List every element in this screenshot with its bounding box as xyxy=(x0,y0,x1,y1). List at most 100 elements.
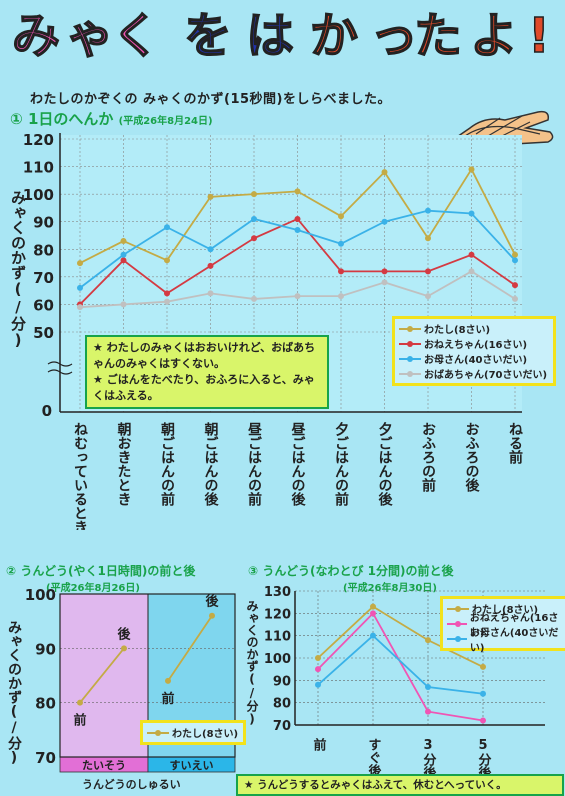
chart1-point xyxy=(251,191,257,198)
chart3-series-line xyxy=(317,634,484,695)
title-char: は xyxy=(245,7,295,65)
legend-label: お母さん(40さいだい) xyxy=(424,355,528,366)
chart1-xtick-label: 夕ごはんの後 xyxy=(377,421,393,507)
chart3-point xyxy=(315,655,321,661)
legend-item: おねえちゃん(16さい) xyxy=(399,336,549,351)
chart1-point xyxy=(251,235,257,242)
chart1-ylabel: みゃくのかず(/分) xyxy=(9,190,27,349)
chart1-point xyxy=(468,166,475,173)
chart3-point xyxy=(480,690,486,697)
legend-item: わたし(8さい) xyxy=(147,725,239,740)
chart1-ytick-label: 110 xyxy=(23,159,54,177)
legend-label: わたし(8さい) xyxy=(472,605,539,616)
chart3-jumprope-pulse: 70 80 90 100 110 120 130 前 すぐ後 3分後 5分後 xyxy=(264,585,545,780)
subtitle: わたしのかぞくの みゃくのかず(15秒間)をしらべました。 xyxy=(30,92,391,107)
chart1-point xyxy=(425,207,431,214)
legend-item: おねえちゃん(16さい) xyxy=(447,613,563,639)
chart3-series-line xyxy=(317,605,484,668)
chart2-series-line xyxy=(79,647,125,704)
chart1-point xyxy=(164,298,170,305)
chart2-point-label: 後 xyxy=(205,594,219,610)
chart1-point xyxy=(77,304,83,311)
chart1-point xyxy=(207,262,214,269)
chart1-point xyxy=(77,284,83,291)
chart3-point xyxy=(315,681,321,688)
chart1-notes: ★ わたしのみゃくはおおいけれど、おばあちゃんのみゃくはすくない。 ★ ごはんを… xyxy=(85,335,329,409)
chart3-ytick-label: 120 xyxy=(264,607,291,622)
chart1-point xyxy=(207,193,214,200)
chart1-point xyxy=(512,251,518,258)
section1-title: 1日のへんか xyxy=(27,110,114,128)
chart1-point xyxy=(381,169,388,176)
chart1-point xyxy=(164,290,170,297)
legend-label: おねえちゃん(16さい) xyxy=(469,612,559,639)
chart1-xtick-label: 昼ごはんの前 xyxy=(246,422,262,507)
chart2-point-label: 前 xyxy=(161,691,174,707)
title-char: を xyxy=(183,7,233,65)
chart1-point xyxy=(381,268,388,275)
chart1-point xyxy=(338,240,344,247)
chart3-ytick-label: 100 xyxy=(264,652,291,667)
chart3-xtick-label: 前 xyxy=(311,737,327,752)
chart1-note-2: ★ ごはんをたべたり、おふろに入ると、みゃくはふえる。 xyxy=(93,373,315,402)
legend-swatch xyxy=(399,355,421,362)
chart3-point xyxy=(425,637,431,644)
chart3-point xyxy=(370,632,376,639)
title-char: く xyxy=(111,7,161,65)
chart3-point xyxy=(480,717,486,724)
section2-date: (平成26年8月26日) xyxy=(46,583,140,594)
chart1-point xyxy=(338,268,344,275)
legend-swatch xyxy=(447,635,467,642)
chart3-point xyxy=(480,663,486,670)
section3-date: (平成26年8月30日) xyxy=(343,583,437,594)
chart1-axis-break-icon xyxy=(47,361,73,375)
chart2-point xyxy=(209,612,215,619)
section2-number: ② xyxy=(6,564,17,578)
chart2-series-line xyxy=(167,615,213,682)
chart1-xtick-label: 夕ごはんの前 xyxy=(333,421,349,507)
chart2-group-label: すいえい xyxy=(170,759,214,772)
legend-swatch xyxy=(447,605,469,612)
chart2-exercise-pulse: たいそう すいえい 70 80 90 100 前 後前 後 xyxy=(25,586,236,773)
chart2-ytick-label: 90 xyxy=(35,640,56,658)
legend-item: おばあちゃん(70さいだい) xyxy=(399,366,549,381)
chart1-point xyxy=(512,282,518,289)
chart1-point xyxy=(512,257,518,264)
chart1-point xyxy=(207,246,214,253)
legend-label: おばあちゃん(70さいだい) xyxy=(424,370,548,381)
chart1-note-1: ★ わたしのみゃくはおおいけれど、おばあちゃんのみゃくはすくない。 xyxy=(93,341,316,370)
chart1-xtick-label: ねる前 xyxy=(507,422,523,465)
legend-label: わたし(8さい) xyxy=(424,325,491,336)
legend-swatch xyxy=(399,370,421,377)
chart1-ytick-label: 90 xyxy=(33,214,54,232)
legend-swatch xyxy=(399,325,421,332)
chart3-point xyxy=(370,610,376,617)
chart3-xtick-label: 5分後 xyxy=(476,738,492,780)
legend-swatch-dot xyxy=(455,635,461,642)
chart1-ytick-label: 70 xyxy=(33,269,54,287)
chart1-point xyxy=(381,279,388,286)
chart2-ytick-label: 70 xyxy=(35,749,56,767)
chart1-ytick-label: 120 xyxy=(23,131,54,149)
chart1-ytick-label: 50 xyxy=(33,324,54,342)
chart3-point xyxy=(425,684,431,691)
chart1-point xyxy=(468,251,475,258)
chart1-point xyxy=(512,295,518,302)
chart2-group-label: たいそう xyxy=(82,759,126,772)
legend-swatch-dot xyxy=(407,325,413,332)
legend-swatch xyxy=(399,340,421,347)
chart1-xtick-label: おふろの前 xyxy=(420,422,436,493)
chart1-point xyxy=(120,238,127,245)
chart1-point xyxy=(338,293,344,300)
chart1-point xyxy=(294,226,301,233)
chart1-ytick-label: 100 xyxy=(23,186,54,204)
section3-title: うんどう(なわとび 1分間)の前と後 xyxy=(262,564,454,578)
chart1-xtick-label: おふろの後 xyxy=(464,422,480,493)
page-title: みゃくをはかったよ! xyxy=(8,4,558,72)
chart1-point xyxy=(164,224,170,231)
chart1-point xyxy=(120,251,127,258)
chart2-point xyxy=(121,645,127,652)
chart1-point xyxy=(251,215,257,222)
legend-item: わたし(8さい) xyxy=(399,321,549,336)
chart1-point xyxy=(468,268,475,275)
